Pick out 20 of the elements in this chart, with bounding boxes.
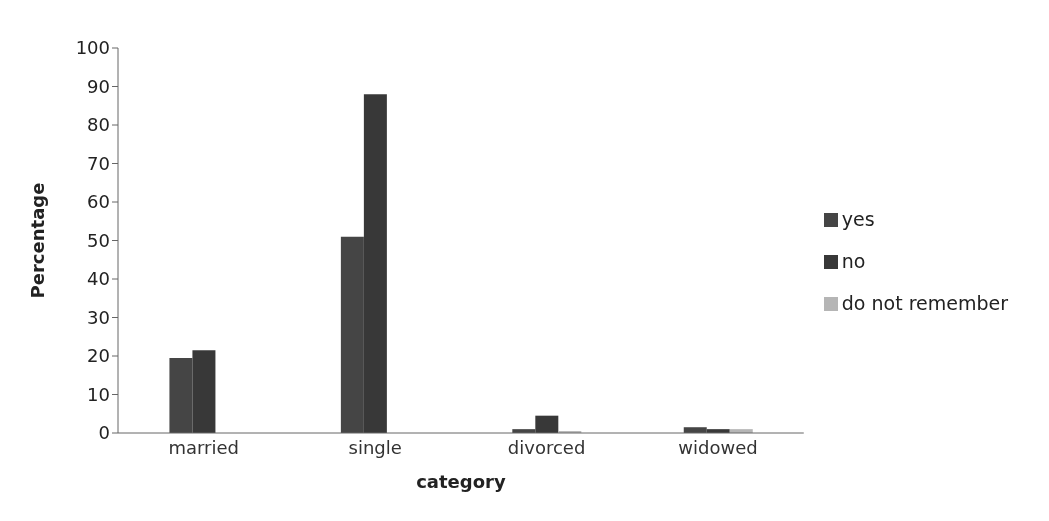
legend-label: yes — [841, 207, 875, 230]
y-tick-label: 50 — [87, 229, 110, 251]
x-tick-label: single — [348, 436, 402, 458]
y-tick-label: 100 — [75, 37, 110, 59]
x-tick-label: married — [168, 436, 239, 458]
x-axis-title: category — [416, 471, 506, 492]
x-tick-label: widowed — [678, 436, 758, 458]
y-axis-title: Percentage — [27, 182, 49, 299]
y-tick-label: 60 — [87, 191, 110, 213]
y-tick-label: 0 — [98, 422, 110, 444]
y-tick-label: 40 — [87, 268, 110, 290]
y-tick-label: 80 — [87, 114, 110, 136]
y-tick-label: 20 — [87, 345, 110, 367]
y-tick-label: 30 — [87, 306, 110, 328]
y-tick-label: 10 — [87, 383, 110, 405]
legend-label: no — [841, 249, 866, 272]
y-tick-label: 90 — [87, 75, 110, 97]
x-tick-label: divorced — [507, 436, 586, 458]
y-tick-label: 70 — [87, 152, 110, 174]
legend-label: do not remember — [841, 291, 1008, 314]
